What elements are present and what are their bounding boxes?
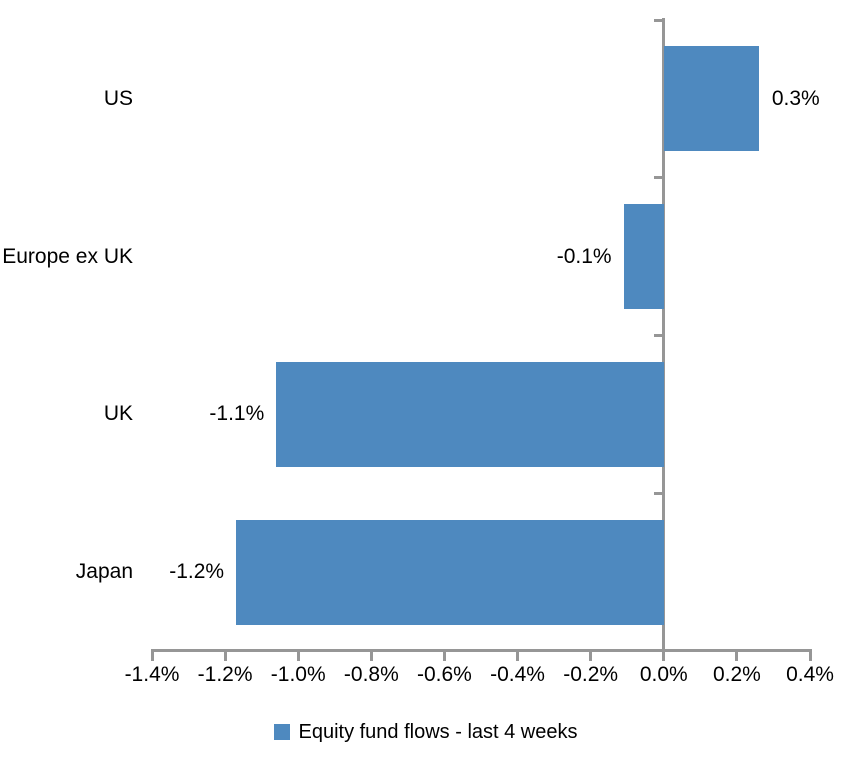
x-tick-label: -0.4% <box>490 663 545 686</box>
y-axis-tick <box>653 176 664 180</box>
x-tick-label: 0.2% <box>712 663 761 686</box>
x-axis-tick <box>589 649 593 661</box>
x-axis-tick <box>442 649 446 661</box>
legend-marker-icon <box>274 724 291 740</box>
x-axis-tick <box>808 649 812 661</box>
category-label-japan: Japan <box>75 560 133 584</box>
x-tick-label: -0.6% <box>417 663 472 686</box>
bar-us <box>663 46 759 152</box>
x-axis-tick <box>150 649 154 661</box>
data-label-japan: -1.2% <box>169 560 225 584</box>
bar-europe-ex-uk <box>623 204 664 310</box>
x-tick-label: -1.2% <box>197 663 253 686</box>
data-label-us: 0.3% <box>771 86 820 110</box>
data-label-uk: -1.1% <box>209 402 265 426</box>
x-tick-label: -1.4% <box>124 663 180 686</box>
x-axis-tick <box>369 649 373 661</box>
x-axis-tick <box>223 649 227 661</box>
y-axis-line <box>662 18 666 653</box>
x-axis-line <box>150 649 812 652</box>
bar-uk <box>276 361 664 467</box>
x-tick-label: -1.0% <box>270 663 326 686</box>
category-label-europe-ex-uk: Europe ex UK <box>2 244 133 268</box>
x-axis-tick <box>296 649 300 661</box>
legend: Equity fund flows - last 4 weeks <box>0 716 852 748</box>
x-tick-label: 0.4% <box>786 663 834 686</box>
y-axis-tick <box>653 491 664 495</box>
x-axis-tick <box>516 649 520 661</box>
bar-japan <box>236 519 664 625</box>
category-label-us: US <box>103 86 133 110</box>
y-axis-tick <box>653 334 664 337</box>
category-label-uk: UK <box>103 402 133 426</box>
x-tick-label: 0.0% <box>639 663 688 686</box>
x-tick-label: -0.8% <box>343 663 399 686</box>
x-axis-tick <box>662 649 666 661</box>
data-label-europe-ex-uk: -0.1% <box>556 244 612 268</box>
x-tick-label: -0.2% <box>563 663 619 686</box>
legend-label: Equity fund flows - last 4 weeks <box>298 720 578 743</box>
y-axis-tick <box>653 18 664 22</box>
x-axis-tick <box>735 649 739 661</box>
